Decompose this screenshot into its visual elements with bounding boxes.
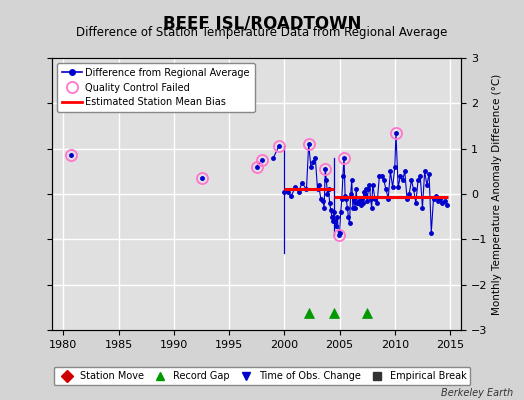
Legend: Station Move, Record Gap, Time of Obs. Change, Empirical Break: Station Move, Record Gap, Time of Obs. C…: [53, 367, 471, 385]
Text: Berkeley Earth: Berkeley Earth: [441, 388, 514, 398]
Text: BEEF ISL/ROADTOWN: BEEF ISL/ROADTOWN: [163, 14, 361, 32]
Legend: Difference from Regional Average, Quality Control Failed, Estimated Station Mean: Difference from Regional Average, Qualit…: [57, 63, 255, 112]
Y-axis label: Monthly Temperature Anomaly Difference (°C): Monthly Temperature Anomaly Difference (…: [492, 73, 501, 315]
Text: Difference of Station Temperature Data from Regional Average: Difference of Station Temperature Data f…: [77, 26, 447, 39]
